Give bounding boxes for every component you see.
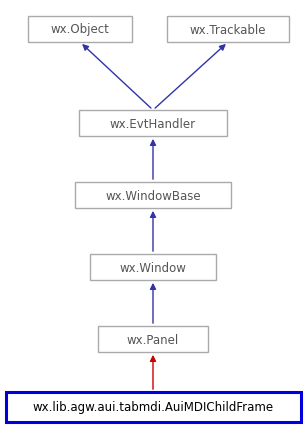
Text: wx.EvtHandler: wx.EvtHandler xyxy=(110,117,196,130)
Bar xyxy=(79,111,227,137)
Bar xyxy=(98,326,208,352)
Text: wx.Object: wx.Object xyxy=(51,23,109,36)
Bar xyxy=(167,17,289,43)
Bar xyxy=(28,17,132,43)
Bar xyxy=(90,254,216,280)
Text: wx.WindowBase: wx.WindowBase xyxy=(105,189,201,202)
Bar xyxy=(6,392,301,422)
Text: wx.Trackable: wx.Trackable xyxy=(190,23,266,36)
Text: wx.Panel: wx.Panel xyxy=(127,333,179,345)
Text: wx.Window: wx.Window xyxy=(119,261,186,274)
Text: wx.lib.agw.aui.tabmdi.AuiMDIChildFrame: wx.lib.agw.aui.tabmdi.AuiMDIChildFrame xyxy=(33,400,274,414)
Bar xyxy=(75,183,231,208)
